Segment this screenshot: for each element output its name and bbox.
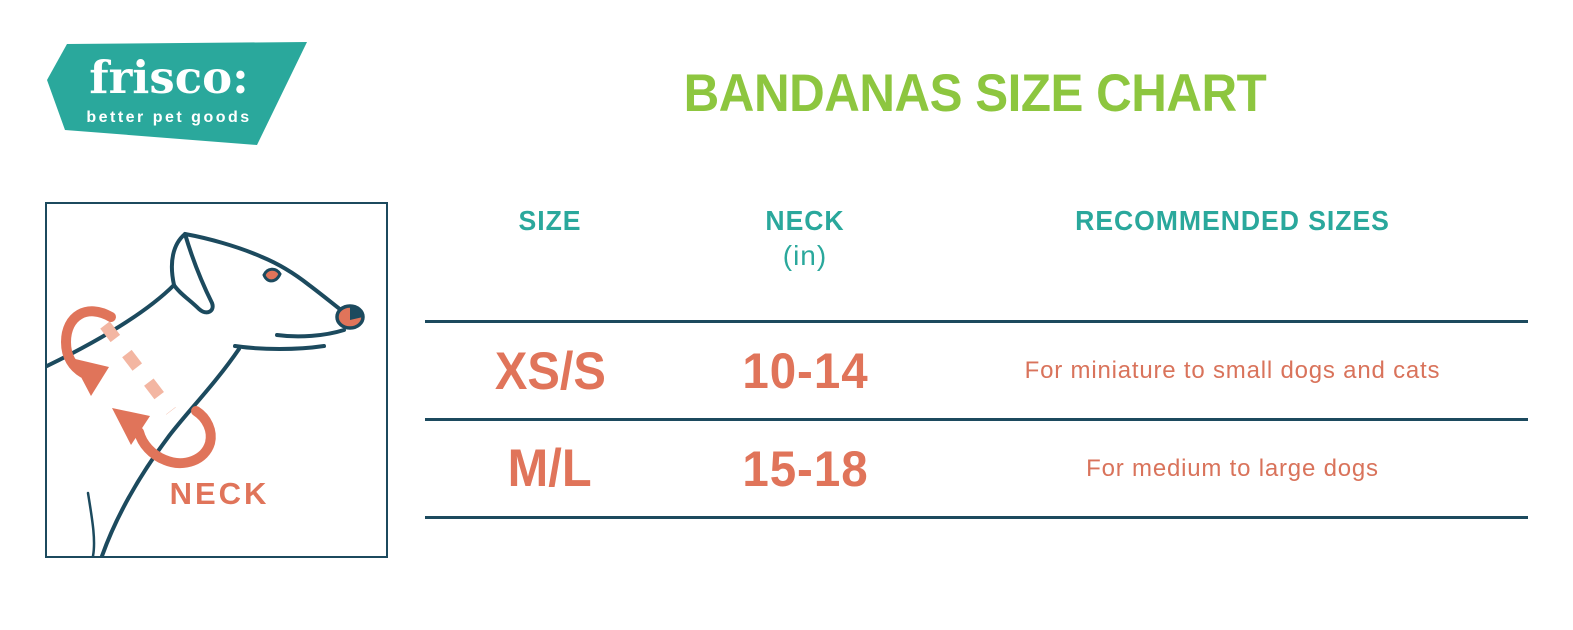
neck-measure-arrow-upper bbox=[60, 306, 116, 396]
table-row-1-recommended: For miniature to small dogs and cats bbox=[935, 324, 1530, 418]
neck-measure-dashed-line bbox=[100, 321, 176, 415]
dog-illustration-box: NECK bbox=[45, 202, 388, 558]
frisco-logo: frisco: better pet goods bbox=[42, 40, 308, 148]
table-divider bbox=[425, 516, 1528, 519]
table-row-1-neck: 10-14 bbox=[675, 324, 935, 418]
dog-nose bbox=[335, 304, 365, 330]
logo-banner-shape bbox=[47, 42, 307, 145]
table-row-2-recommended: For medium to large dogs bbox=[935, 421, 1530, 516]
page-title: BANDANAS SIZE CHART bbox=[683, 64, 1267, 123]
brand-wordmark: frisco: bbox=[89, 51, 249, 104]
table-divider bbox=[425, 418, 1528, 421]
neck-value: 15-18 bbox=[741, 440, 869, 497]
table-row-1-size: XS/S bbox=[425, 324, 675, 418]
size-value: XS/S bbox=[494, 341, 606, 401]
brand-tagline: better pet goods bbox=[86, 109, 252, 126]
column-header-neck-unit: (in) bbox=[782, 240, 828, 271]
column-header-size: SIZE bbox=[518, 205, 582, 236]
neck-measurement-label: NECK bbox=[169, 476, 270, 511]
table-divider bbox=[425, 320, 1528, 323]
column-header-recommended: RECOMMENDED SIZES bbox=[1075, 205, 1390, 236]
neck-measure-arrow-lower bbox=[112, 406, 216, 469]
neck-value: 10-14 bbox=[741, 343, 869, 399]
dog-eye bbox=[262, 267, 282, 283]
recommended-value: For medium to large dogs bbox=[1086, 454, 1379, 482]
dog-neck-measurement-illustration bbox=[47, 231, 365, 556]
recommended-value: For miniature to small dogs and cats bbox=[1024, 357, 1441, 384]
size-value: M/L bbox=[508, 439, 592, 498]
table-row-2-neck: 15-18 bbox=[675, 421, 935, 516]
column-header-neck: NECK bbox=[765, 205, 845, 236]
table-row-2-size: M/L bbox=[425, 421, 675, 516]
